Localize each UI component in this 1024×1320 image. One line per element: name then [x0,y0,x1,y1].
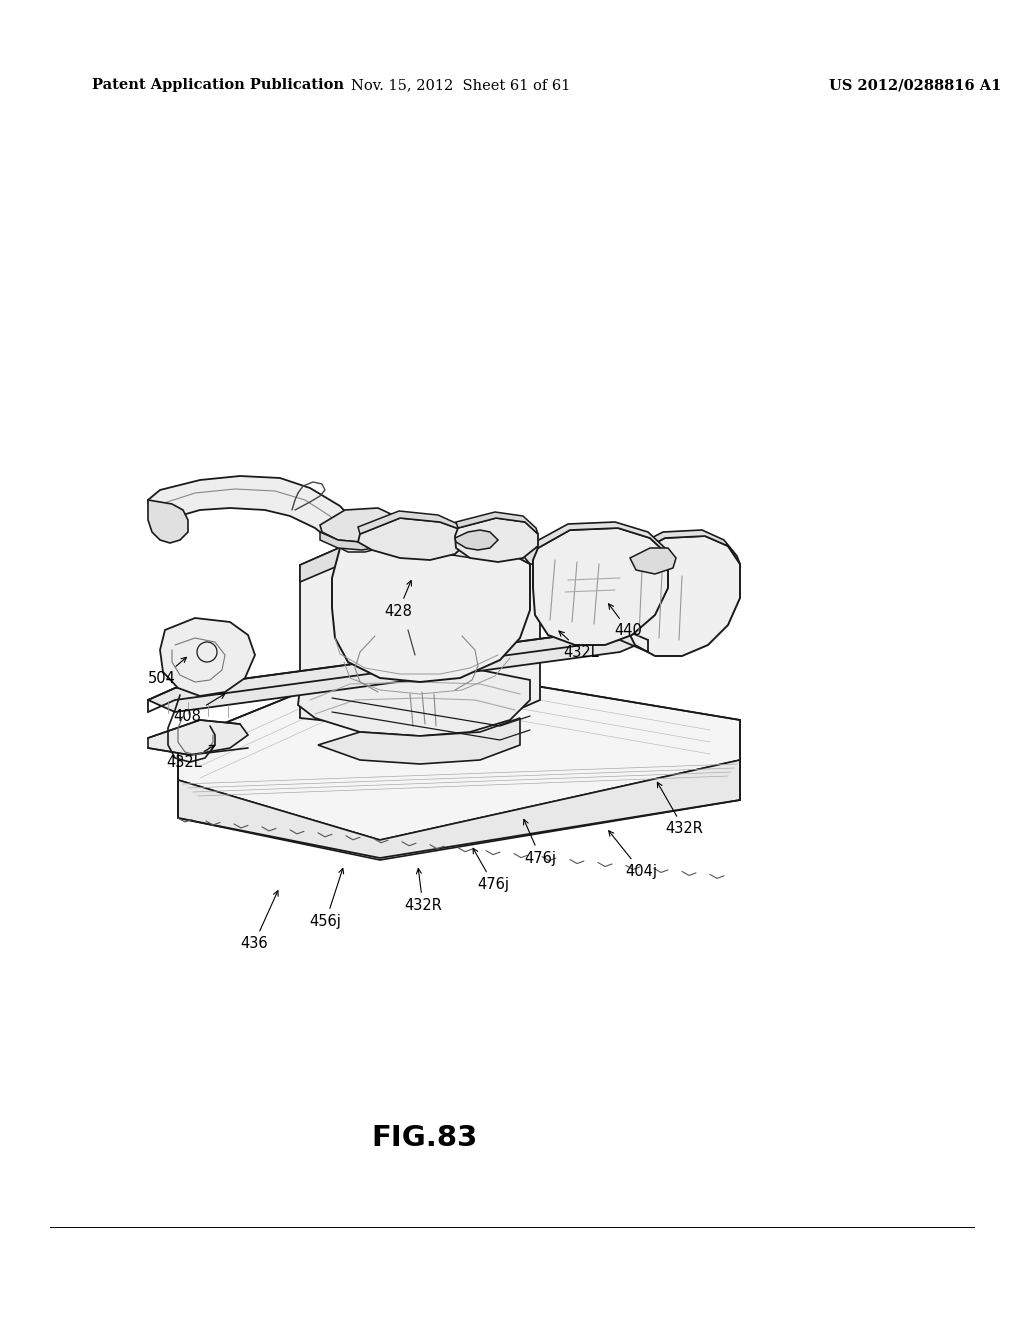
Polygon shape [455,531,498,550]
Text: 432R: 432R [404,869,441,913]
Text: 436: 436 [241,891,279,952]
Polygon shape [358,517,468,560]
Text: 476j: 476j [523,820,557,866]
Polygon shape [298,668,530,737]
Polygon shape [636,531,740,564]
Text: Patent Application Publication: Patent Application Publication [92,78,344,92]
Polygon shape [178,660,740,840]
Text: 432R: 432R [657,783,702,837]
Polygon shape [318,718,520,764]
Polygon shape [148,719,248,755]
Text: US 2012/0288816 A1: US 2012/0288816 A1 [829,78,1001,92]
Polygon shape [456,512,538,535]
Text: Nov. 15, 2012  Sheet 61 of 61: Nov. 15, 2012 Sheet 61 of 61 [351,78,570,92]
Text: 432L: 432L [167,746,215,771]
Polygon shape [630,548,676,574]
Polygon shape [319,532,390,550]
Polygon shape [148,500,188,543]
Polygon shape [300,531,540,735]
Text: 428: 428 [384,581,413,619]
Polygon shape [338,521,530,564]
Polygon shape [332,531,530,682]
Polygon shape [160,618,255,696]
Polygon shape [319,508,395,543]
Polygon shape [148,477,355,543]
Text: 440: 440 [608,603,643,639]
Polygon shape [178,760,740,861]
Text: 408: 408 [173,694,225,725]
Text: 504: 504 [147,657,186,686]
Polygon shape [148,628,648,711]
Polygon shape [535,521,668,554]
Polygon shape [300,531,540,582]
Polygon shape [625,536,740,656]
Polygon shape [358,511,462,535]
Text: 476j: 476j [473,849,510,892]
Polygon shape [534,528,668,645]
Polygon shape [438,531,490,558]
Text: 432L: 432L [559,631,599,660]
Text: 456j: 456j [309,869,344,929]
Text: 404j: 404j [608,830,657,879]
Text: FIG.83: FIG.83 [372,1123,478,1152]
Polygon shape [455,517,538,562]
Polygon shape [338,525,380,552]
